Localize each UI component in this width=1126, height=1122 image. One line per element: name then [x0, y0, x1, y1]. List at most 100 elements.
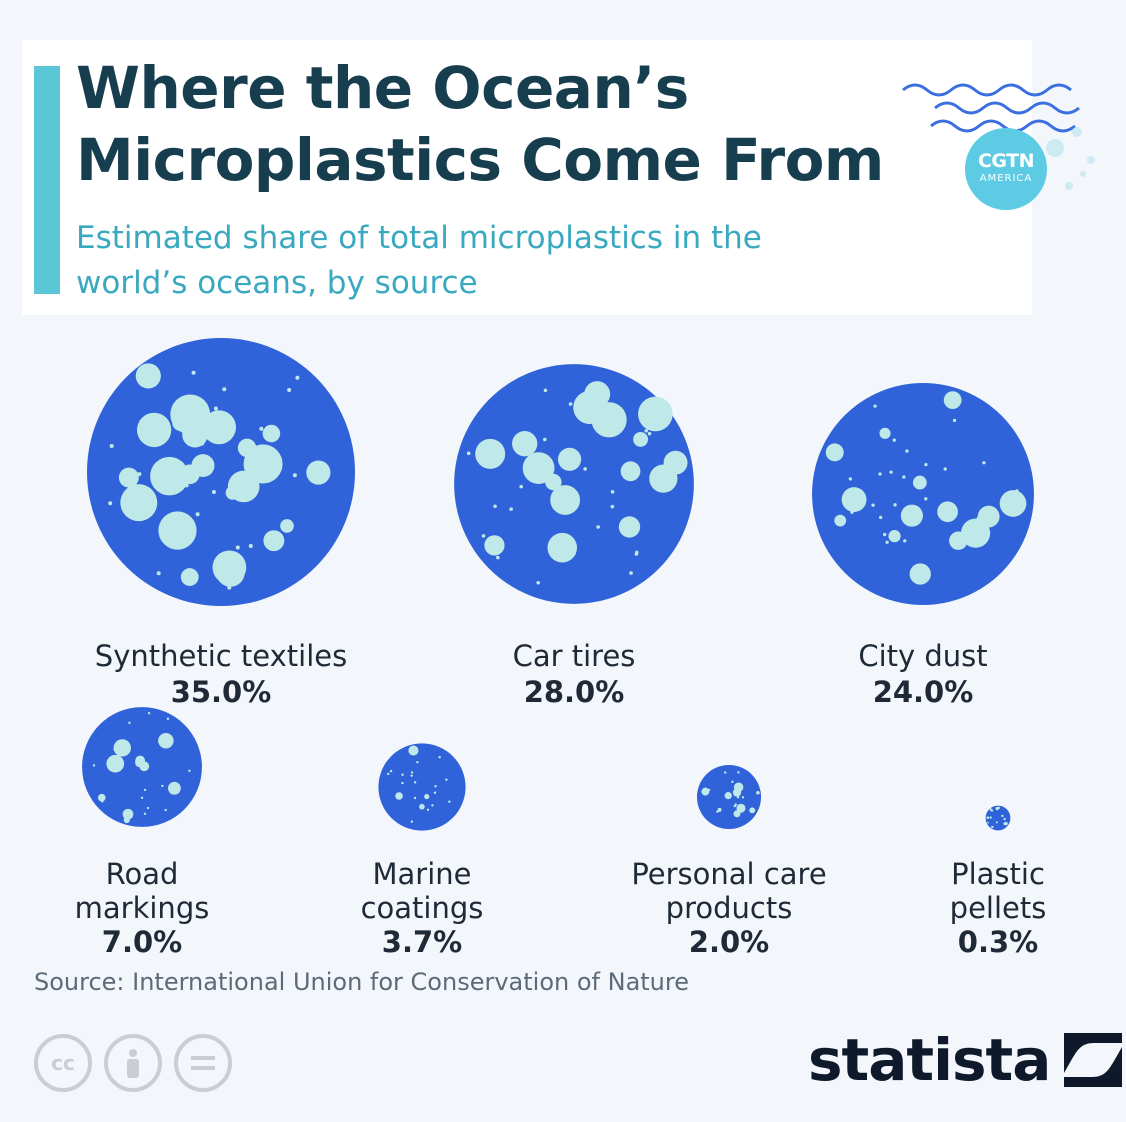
bubble-dot	[937, 501, 958, 523]
bubble-dot	[401, 781, 404, 785]
bubble-dot	[737, 771, 740, 774]
bubble-dot	[140, 796, 144, 799]
bubble-dot	[280, 519, 294, 533]
bubble-dot	[841, 487, 867, 512]
bubble-dot	[871, 503, 875, 507]
bubble-dot	[106, 754, 125, 773]
bubble-dot	[227, 585, 232, 590]
bubble-dot	[413, 781, 417, 784]
bubble-dot	[306, 460, 331, 485]
statista-logo: statista	[808, 1025, 1123, 1095]
statista-mark-icon	[1064, 1033, 1123, 1087]
bubble-dot	[195, 512, 200, 517]
bubble-dot	[395, 792, 403, 800]
bubble-dot	[644, 429, 649, 433]
bubble-dot	[475, 438, 506, 469]
bubble-value: 7.0%	[102, 925, 182, 959]
bubble-dot	[162, 489, 167, 494]
bubble-value: 35.0%	[171, 675, 272, 709]
bubble-dot	[139, 761, 150, 772]
bubble	[812, 383, 1034, 605]
attribution-icon	[104, 1034, 162, 1092]
bubble-dot	[879, 427, 891, 439]
bubble-dot	[225, 485, 240, 500]
bubble-dot	[509, 507, 513, 511]
bubble-dot	[736, 803, 746, 813]
bubble	[378, 743, 466, 831]
bubble-dot	[292, 473, 297, 478]
bubble-dot	[885, 540, 889, 544]
bubble-dot	[118, 467, 139, 488]
bubble-value: 28.0%	[524, 675, 625, 709]
bubble-dot	[146, 806, 150, 810]
bubble-dot	[717, 807, 722, 812]
bubble-dot	[295, 375, 300, 380]
bubble-label: products	[666, 891, 793, 925]
bubble-dot	[519, 484, 523, 489]
bubble-label: pellets	[950, 891, 1047, 925]
bubble-dot	[122, 808, 134, 820]
bubble-value: 3.7%	[382, 925, 462, 959]
bubble-dot	[610, 490, 615, 494]
bubble-dot	[191, 370, 196, 375]
bubble-dot	[741, 796, 745, 799]
bubble-label: Road	[106, 857, 179, 891]
bubble-dot	[853, 493, 857, 497]
bubble-dot	[834, 514, 847, 527]
bubble-dot	[649, 464, 678, 493]
bubble-dot	[1003, 817, 1006, 821]
bubble-dot	[176, 478, 181, 483]
bubble-dot	[513, 432, 530, 449]
bubble-dot	[568, 402, 573, 406]
wave-decoration-icon	[902, 83, 1095, 190]
bubble-dot	[882, 532, 887, 537]
bubble-dot	[263, 530, 285, 552]
bubble-label: Synthetic textiles	[95, 639, 347, 673]
bubble-dot	[211, 489, 216, 494]
bubble-label: Personal care	[631, 857, 826, 891]
bubble-dot	[1004, 821, 1008, 826]
bubble-dot	[248, 544, 253, 549]
bubble-dot	[550, 485, 581, 515]
bubble-dot	[158, 511, 197, 550]
bubble-dot	[426, 808, 430, 811]
bubble-dot	[647, 431, 652, 436]
bubble-dot	[952, 418, 957, 423]
bubble-dot	[999, 490, 1027, 517]
bubble-dot	[166, 717, 170, 721]
bubble-dot	[850, 510, 854, 514]
bubble-dot	[136, 412, 172, 448]
bubble-dot	[924, 497, 928, 501]
bubble-dot	[222, 387, 227, 392]
bubble-dot	[237, 438, 257, 458]
bubble-dot	[401, 773, 404, 776]
header-panel	[22, 40, 1032, 315]
bubble-dot	[733, 782, 744, 792]
bubble-dot	[707, 788, 711, 792]
bubble-dot	[97, 793, 106, 802]
bubble-label: Car tires	[513, 639, 636, 673]
bubble-label: markings	[75, 891, 210, 925]
bubble-dot	[903, 539, 907, 543]
bubble-dot	[905, 449, 909, 453]
bubble-label: coatings	[361, 891, 484, 925]
bubble-dot	[924, 462, 928, 467]
bubble-dot	[596, 525, 600, 529]
bubble-dot	[583, 467, 587, 471]
bubble-dot	[496, 555, 500, 560]
bubble-dot	[610, 504, 615, 509]
bubble-dot	[180, 568, 199, 586]
bubble-dot	[723, 771, 727, 774]
bubble-value: 24.0%	[873, 675, 974, 709]
bubble-dot	[259, 426, 264, 431]
bubble-dot	[133, 487, 154, 507]
bubble-dot	[588, 408, 606, 426]
brand-name: statista	[808, 1026, 1051, 1094]
bubble-dot	[128, 721, 131, 725]
chart-title: Where the Ocean’s Microplastics Come Fro…	[76, 54, 884, 194]
bubble-dot	[438, 756, 441, 759]
bubble-dot	[137, 472, 142, 477]
